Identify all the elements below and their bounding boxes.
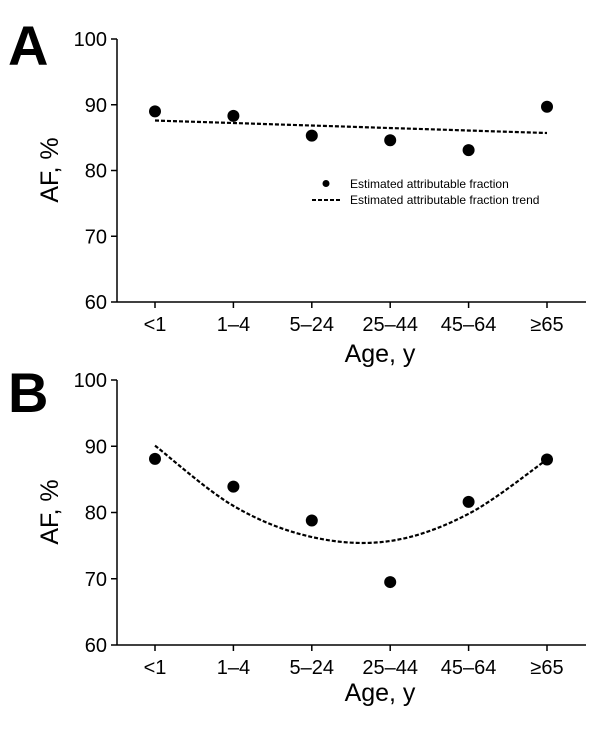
- x-tick-label: 25–44: [362, 657, 418, 679]
- data-point: [541, 453, 553, 466]
- x-tick-label: 1–4: [217, 314, 250, 336]
- data-point: [462, 144, 475, 157]
- y-tick-label: 60: [85, 635, 107, 657]
- data-point: [305, 129, 318, 142]
- x-tick-label: 45–64: [441, 314, 497, 336]
- data-point: [227, 480, 240, 493]
- panel-letter-a: A: [8, 14, 48, 77]
- axes-a: 60 70 80 90 100 <1 1–4 5–24 25–44 45–64 ≥65: [74, 29, 586, 336]
- marks-b: [149, 444, 553, 589]
- y-tick-label: 70: [85, 569, 107, 591]
- x-tick-label: ≥65: [530, 657, 563, 679]
- y-tick-label: 90: [85, 95, 107, 117]
- chart-panel-b: B 60 70 80 90 100 <1 1–4 5–24 25–44 45–64 ≥65 Age,…: [8, 361, 586, 707]
- y-tick-label: 80: [85, 161, 107, 183]
- data-point: [149, 452, 161, 465]
- trend-line: [154, 444, 548, 545]
- y-tick-label: 100: [74, 29, 107, 51]
- legend: Estimated attributable fraction Estimate…: [312, 177, 539, 207]
- x-tick-label: 25–44: [362, 314, 418, 336]
- data-point: [227, 109, 240, 122]
- chart-panel-a: A 60 70 80 90 100 <1 1–4 5–24 25–44 45–64 ≥65 Age,…: [8, 14, 586, 368]
- x-tick-label: 5–24: [290, 657, 335, 679]
- panel-letter-b: B: [8, 361, 48, 424]
- y-tick-label: 100: [74, 370, 107, 392]
- data-point: [305, 514, 318, 527]
- x-axis-title-b: Age, y: [345, 679, 416, 707]
- x-tick-label: <1: [144, 657, 167, 679]
- x-tick-label: 5–24: [290, 314, 335, 336]
- y-tick-label: 90: [85, 436, 107, 458]
- y-axis-title-a: AF, %: [36, 137, 64, 202]
- marks-a: [149, 100, 553, 157]
- axes-b: 60 70 80 90 100 <1 1–4 5–24 25–44 45–64 ≥65: [74, 370, 586, 679]
- y-tick-label: 70: [85, 226, 107, 248]
- y-tick-label: 60: [85, 292, 107, 314]
- data-point: [149, 105, 161, 118]
- x-tick-label: 1–4: [217, 657, 250, 679]
- data-point: [384, 134, 397, 147]
- x-tick-label: ≥65: [530, 314, 563, 336]
- x-tick-label: <1: [144, 314, 167, 336]
- data-point: [462, 495, 475, 508]
- y-axis-title-b: AF, %: [36, 479, 64, 544]
- data-point: [384, 576, 397, 589]
- data-point: [541, 100, 553, 113]
- y-tick-label: 80: [85, 503, 107, 525]
- legend-label-trend: Estimated attributable fraction trend: [350, 193, 539, 207]
- x-axis-title-a: Age, y: [345, 340, 416, 368]
- trend-line: [154, 119, 548, 135]
- legend-point-marker: [322, 180, 330, 187]
- legend-label-points: Estimated attributable fraction: [350, 177, 509, 191]
- x-tick-label: 45–64: [441, 657, 497, 679]
